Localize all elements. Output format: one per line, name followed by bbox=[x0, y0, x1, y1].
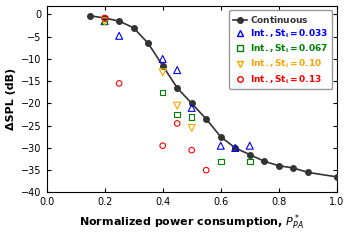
Continuous bbox=[335, 175, 339, 178]
Continuous bbox=[161, 64, 165, 67]
Continuous bbox=[291, 167, 295, 169]
Continuous bbox=[248, 153, 252, 156]
Int., St$_i$ = 0.13 bbox=[174, 122, 180, 125]
Int., St$_i$ = 0.067 bbox=[218, 159, 224, 163]
Int., St$_i$ = 0.13 bbox=[160, 144, 166, 148]
Int., St$_i$ = 0.13 bbox=[189, 148, 195, 152]
Continuous bbox=[204, 118, 208, 120]
Int., St$_i$ = 0.10 bbox=[102, 19, 107, 23]
Int., St$_i$ = 0.067 bbox=[174, 113, 180, 116]
Int., St$_i$ = 0.13 bbox=[116, 81, 122, 85]
Int., St$_i$ = 0.033 bbox=[189, 106, 195, 110]
Int., St$_i$ = 0.067 bbox=[160, 90, 166, 94]
Line: Continuous: Continuous bbox=[88, 13, 340, 180]
Continuous bbox=[306, 171, 310, 174]
Int., St$_i$ = 0.067 bbox=[189, 115, 195, 119]
Int., St$_i$ = 0.067 bbox=[102, 19, 107, 23]
Continuous bbox=[190, 102, 194, 105]
Int., St$_i$ = 0.13 bbox=[203, 168, 209, 172]
Int., St$_i$ = 0.033 bbox=[160, 57, 166, 61]
Int., St$_i$ = 0.10 bbox=[160, 70, 166, 74]
Continuous bbox=[132, 26, 136, 29]
Legend: $\bf{Continuous}$, $\bf{Int., St_i = 0.033}$, $\bf{Int., St_i = 0.067}$, $\bf{In: $\bf{Continuous}$, $\bf{Int., St_i = 0.0… bbox=[229, 10, 332, 89]
Int., St$_i$ = 0.067 bbox=[247, 159, 253, 163]
Int., St$_i$ = 0.033 bbox=[174, 68, 180, 72]
Continuous bbox=[103, 17, 107, 20]
Int., St$_i$ = 0.10 bbox=[174, 104, 180, 108]
Continuous bbox=[262, 160, 266, 163]
Int., St$_i$ = 0.033 bbox=[247, 144, 253, 148]
Int., St$_i$ = 0.033 bbox=[218, 144, 224, 148]
Continuous bbox=[233, 147, 237, 149]
Continuous bbox=[146, 42, 150, 45]
Continuous bbox=[88, 14, 92, 17]
Continuous bbox=[175, 86, 179, 89]
Int., St$_i$ = 0.033 bbox=[232, 146, 238, 150]
Continuous bbox=[219, 135, 223, 138]
Int., St$_i$ = 0.10 bbox=[189, 126, 195, 130]
Int., St$_i$ = 0.033 bbox=[102, 19, 107, 23]
Continuous bbox=[117, 20, 121, 23]
Y-axis label: ΔSPL (dB): ΔSPL (dB) bbox=[6, 68, 15, 130]
Continuous bbox=[277, 164, 281, 167]
Int., St$_i$ = 0.13 bbox=[102, 16, 107, 20]
X-axis label: Normalized power consumption, $\mathit{P}_\mathit{PA}^*$: Normalized power consumption, $\mathit{P… bbox=[79, 213, 304, 233]
Int., St$_i$ = 0.033 bbox=[116, 34, 122, 38]
